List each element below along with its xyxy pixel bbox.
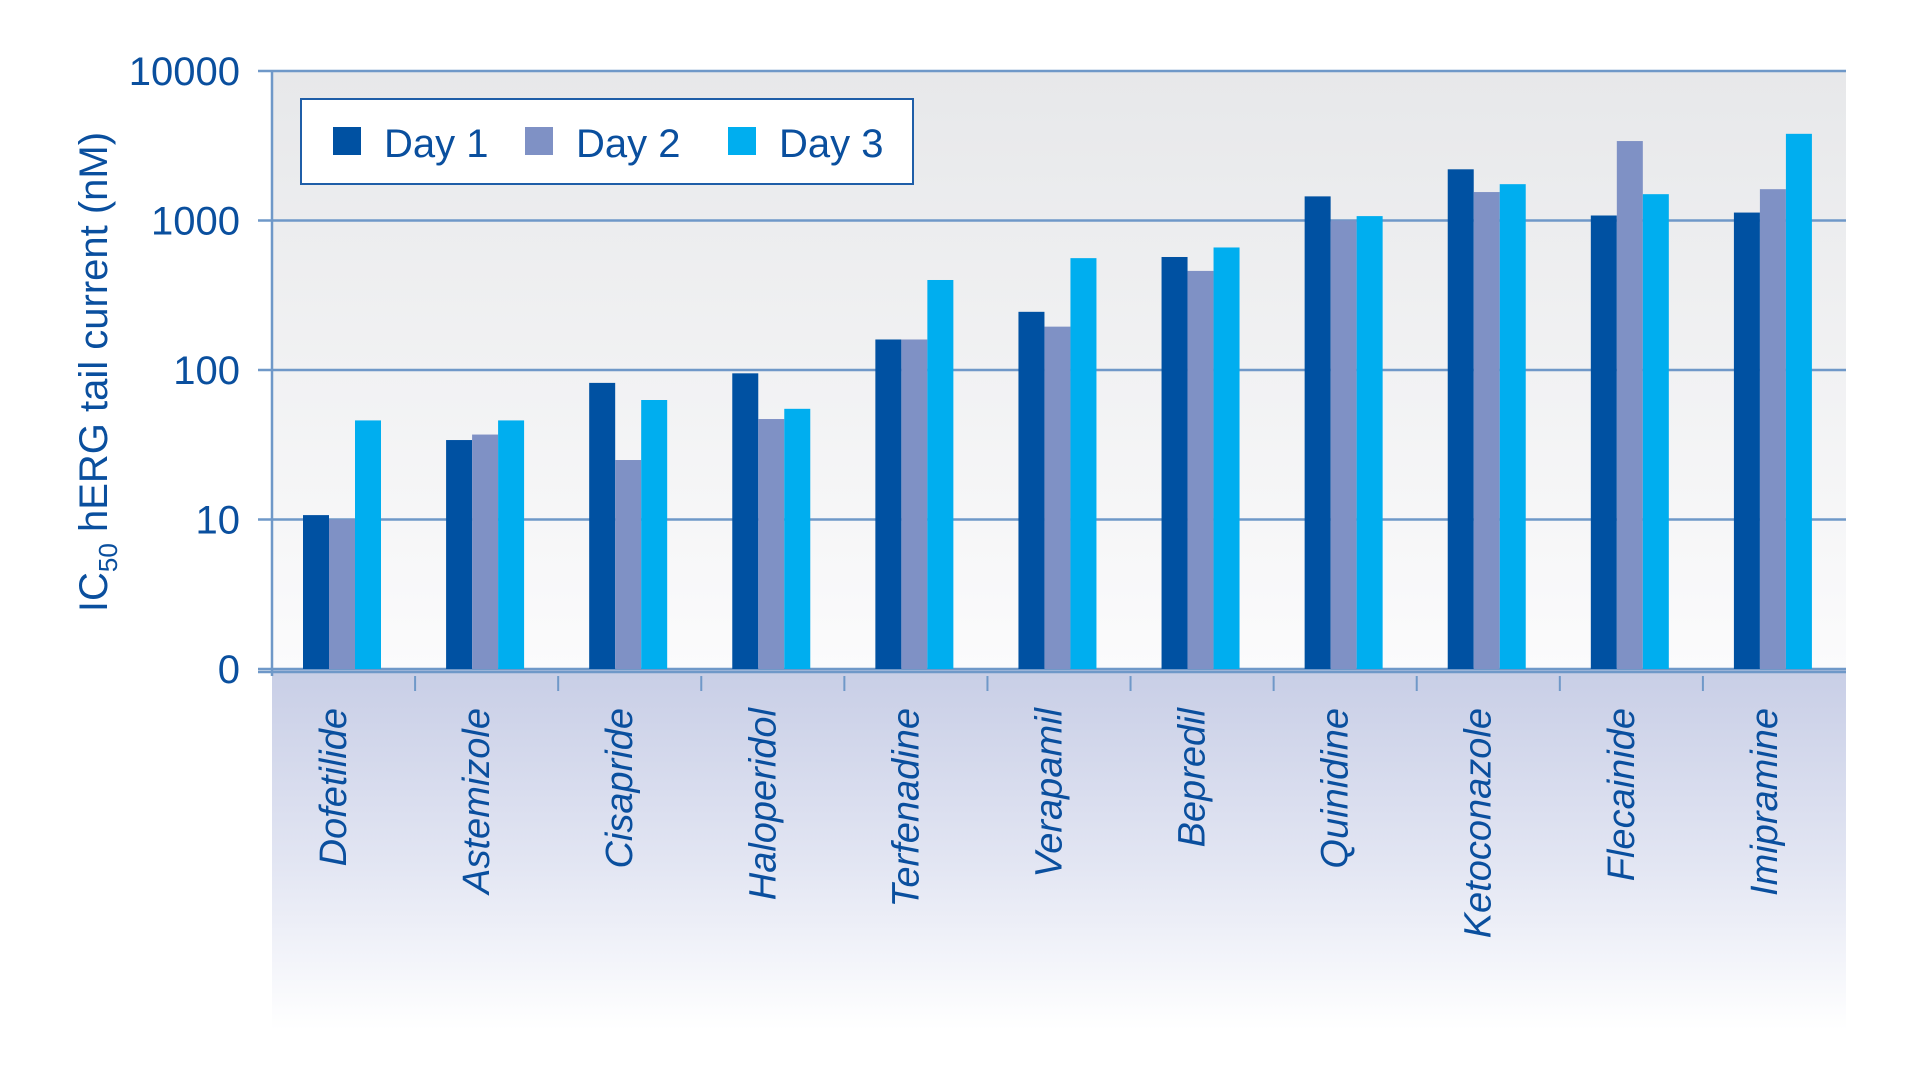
bar-day-2 [615,460,642,669]
category-label: Astemizole [456,708,498,896]
bar-group-quinidine [1304,196,1383,670]
bar-day-2 [1330,220,1357,669]
y-axis-title: IC50 hERG tail current (nM) [72,132,123,612]
bar-day-3 [641,399,668,669]
bar-day-2 [329,519,355,669]
x-axis-ticks [258,670,1846,691]
legend-label: Day 2 [576,122,681,166]
category-label: Imipramine [1744,708,1786,896]
bar-day-1 [1590,215,1617,669]
bar-group-ketoconazole [1447,169,1526,670]
bar-day-1 [1161,256,1188,669]
bar-group-terfenadine [875,279,954,669]
bar-day-3 [1499,184,1526,669]
bar-day-3 [1642,194,1669,669]
bar-day-1 [1304,196,1331,669]
y-tick-label: 0 [218,648,240,692]
y-tick-label: 1000 [151,200,240,244]
bars [303,133,1812,670]
bar-day-1 [303,515,329,669]
bar-day-3 [1070,258,1097,669]
legend-swatch-icon [333,127,361,155]
bar-group-verapamil [1018,258,1097,669]
bar-day-1 [1018,311,1045,669]
bar-group-flecainide [1590,141,1669,670]
bar-day-1 [1447,169,1474,670]
bar-day-1 [1733,212,1760,670]
y-axis-title-rest: hERG tail current (nM) [72,132,116,543]
bar-day-1 [732,373,759,669]
bar-day-1 [589,382,616,669]
bar-day-2 [1616,141,1643,670]
bar-day-3 [784,408,811,669]
legend-item-day-3: Day 3 [728,122,884,166]
bar-group-imipramine [1733,133,1812,670]
bar-day-2 [1759,189,1786,670]
category-label-band [272,669,1846,1030]
bar-day-1 [875,339,902,669]
bar-day-3 [927,279,954,669]
bar-day-2 [472,434,499,669]
bar-day-2 [1187,270,1214,669]
category-label: Bepredil [1172,706,1214,847]
bar-group-astemizole [446,420,525,669]
y-tick-label: 100 [173,349,240,393]
legend-box [300,98,914,185]
bar-day-2 [1044,326,1071,669]
y-tick-label: 10 [196,499,241,543]
legend-item-day-1: Day 1 [333,122,489,166]
legend-label: Day 1 [384,122,489,166]
bar-day-2 [758,419,785,669]
bar-day-2 [1473,192,1500,669]
category-labels: Dofetilide Astemizole Cisapride Haloperidol… [313,706,1786,938]
category-label: Cisapride [599,708,641,869]
category-label: Haloperidol [742,706,784,900]
y-axis-title-subscript: 50 [93,543,123,572]
bar-day-3 [1213,247,1240,669]
legend: Day 1 Day 2 Day 3 [300,98,914,185]
legend-label: Day 3 [779,122,884,166]
y-axis-title-main: IC [72,572,116,612]
legend-swatch-icon [525,127,553,155]
bar-group-haloperidol [732,373,811,669]
legend-item-day-2: Day 2 [525,122,681,166]
bar-day-3 [355,420,381,669]
bar-day-3 [498,420,525,669]
legend-swatch-icon [728,127,756,155]
bar-group-cisapride [589,382,668,669]
bar-day-3 [1356,216,1383,670]
category-label: Ketoconazole [1458,708,1500,938]
category-label: Terfenadine [885,708,927,907]
category-label: Dofetilide [313,708,355,866]
bar-day-1 [446,440,473,669]
bar-group-dofetilide [303,420,381,669]
bar-day-3 [1785,133,1812,669]
category-label: Verapamil [1028,706,1070,877]
category-label: Flecainide [1601,708,1643,881]
bar-group-bepredil [1161,247,1240,669]
bar-day-2 [901,339,928,669]
y-tick-label: 10000 [129,50,240,94]
category-label: Quinidine [1315,708,1357,869]
